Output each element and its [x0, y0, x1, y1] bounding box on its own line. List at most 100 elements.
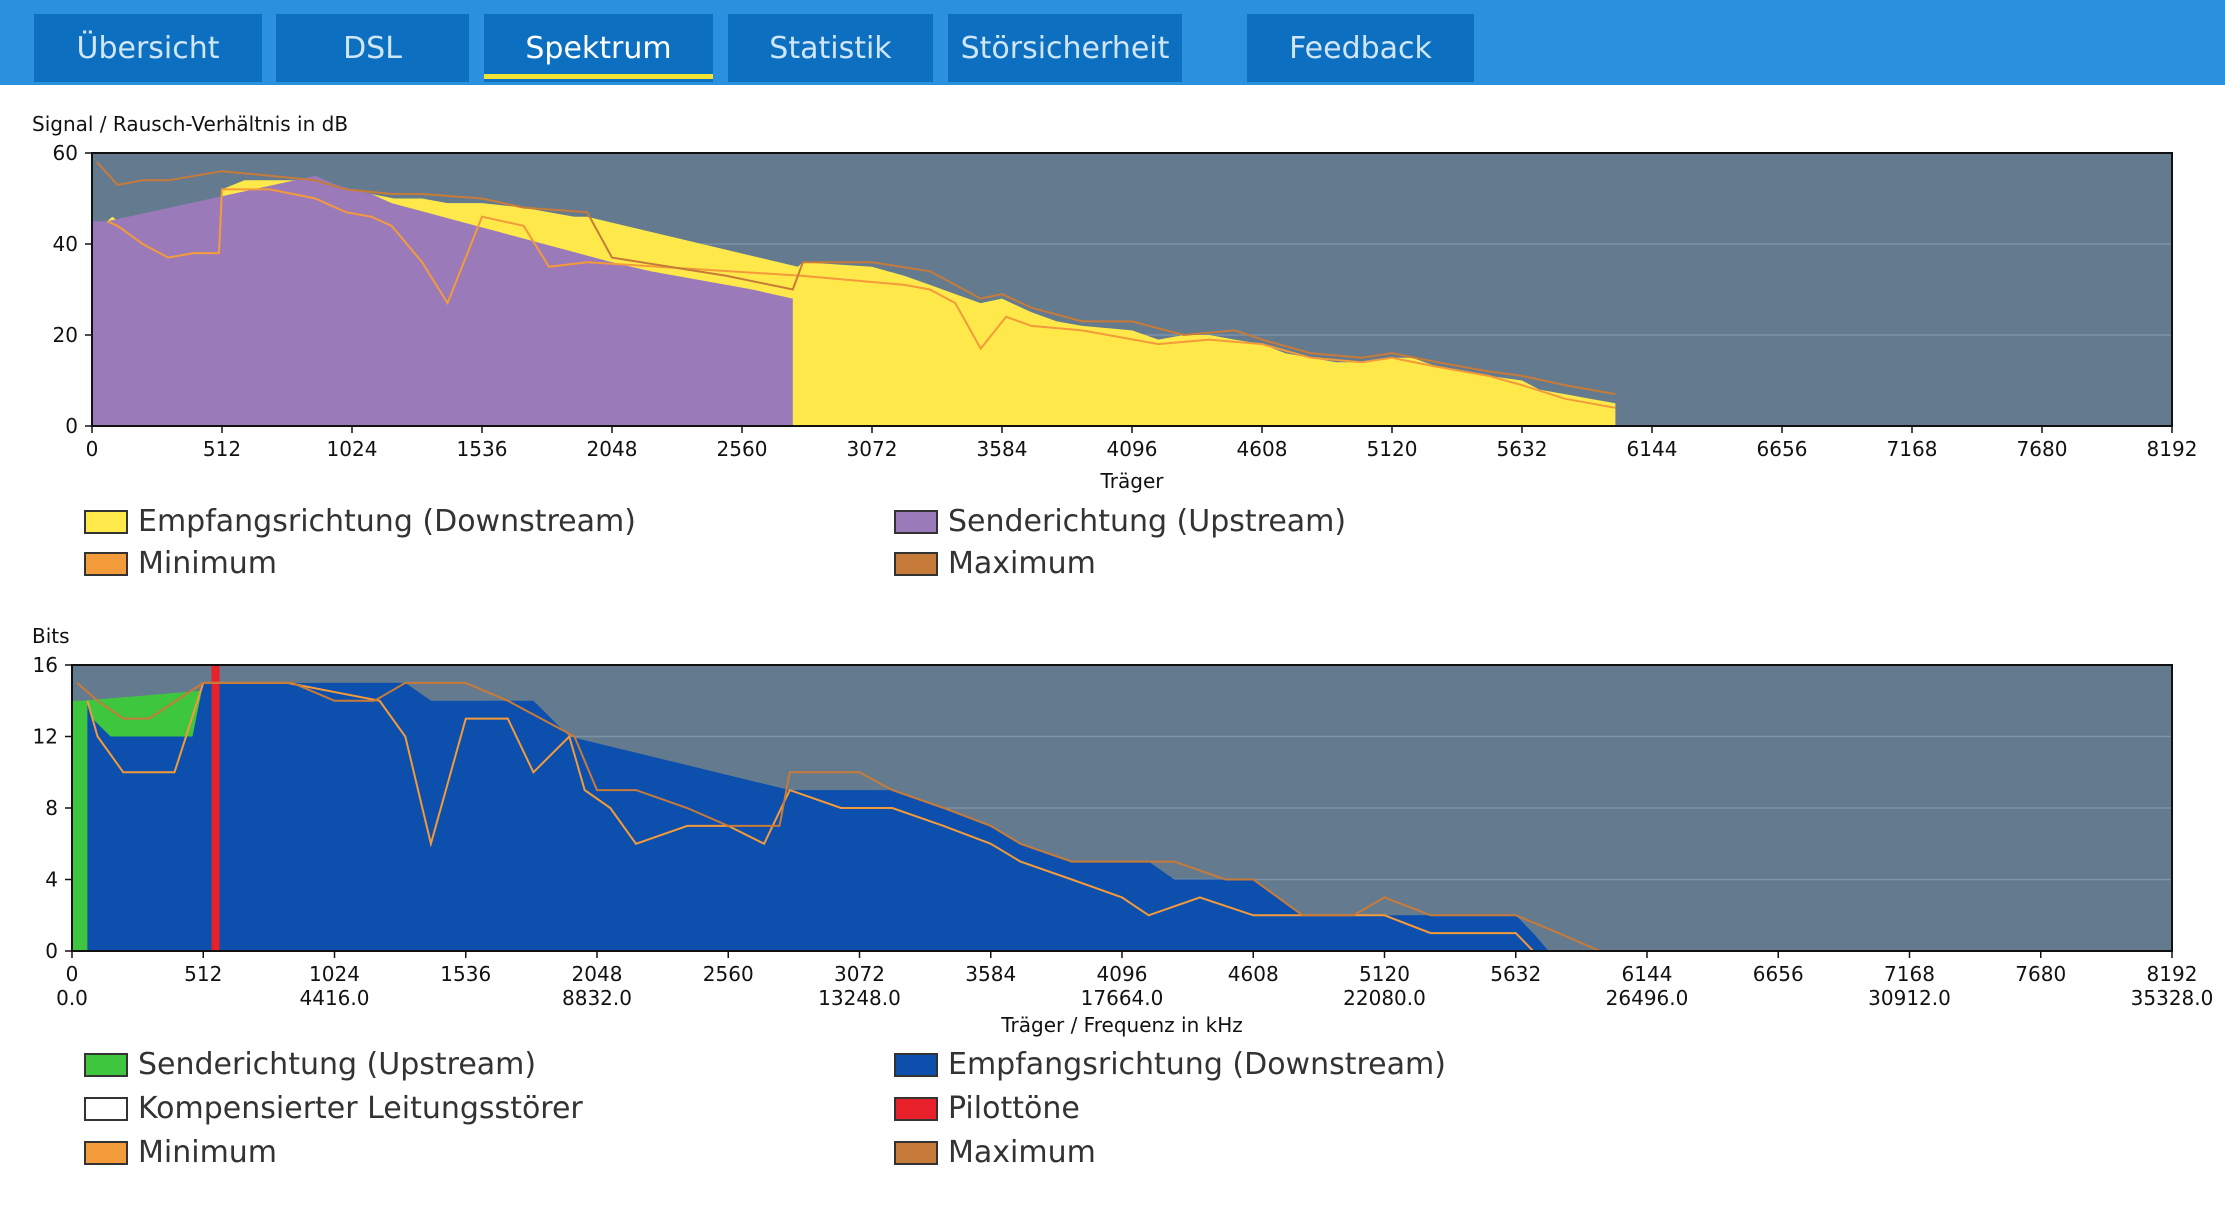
- x-tick-label: 4096: [1097, 962, 1148, 986]
- legend-label: Senderichtung (Upstream): [138, 1047, 537, 1082]
- tab-stoersicherheit[interactable]: Störsicherheit: [948, 14, 1182, 82]
- x-tick-label: 3584: [977, 437, 1028, 461]
- freq-tick-label: 30912.0: [1868, 986, 1951, 1010]
- freq-tick-label: 8832.0: [562, 986, 632, 1010]
- tab-statistik[interactable]: Statistik: [728, 14, 933, 82]
- y-tick-label: 8: [45, 796, 58, 820]
- freq-tick-label: 13248.0: [818, 986, 901, 1010]
- x-tick-label: 4608: [1237, 437, 1288, 461]
- legend-swatch: [894, 1052, 938, 1077]
- legend-label: Minimum: [138, 546, 278, 581]
- legend-swatch: [84, 509, 128, 534]
- freq-tick-label: 4416.0: [300, 986, 370, 1010]
- legend-label: Maximum: [948, 546, 1096, 581]
- x-tick-label: 5632: [1497, 437, 1548, 461]
- tab-feedback[interactable]: Feedback: [1247, 14, 1474, 82]
- x-tick-label: 7680: [2017, 437, 2068, 461]
- x-tick-label: 2048: [572, 962, 623, 986]
- legend-swatch: [84, 1140, 128, 1165]
- legend-swatch: [84, 1052, 128, 1077]
- legend-label: Minimum: [138, 1135, 278, 1170]
- x-tick-label: 2560: [717, 437, 768, 461]
- x-tick-label: 6144: [1627, 437, 1678, 461]
- y-tick-label: 16: [33, 653, 58, 677]
- freq-tick-label: 0.0: [56, 986, 88, 1010]
- x-tick-label: 7680: [2015, 962, 2066, 986]
- x-tick-label: 2560: [703, 962, 754, 986]
- x-tick-label: 6144: [1622, 962, 1673, 986]
- x-tick-label: 5120: [1359, 962, 1410, 986]
- pilot-tone-bar: [211, 665, 220, 951]
- legend-bits-pilot: Pilottöne: [894, 1091, 1080, 1126]
- y-tick-label: 0: [45, 939, 58, 963]
- x-tick-label: 7168: [1887, 437, 1938, 461]
- x-tick-label: 5632: [1490, 962, 1541, 986]
- legend-label: Senderichtung (Upstream): [948, 504, 1347, 539]
- legend-snr-downstream: Empfangsrichtung (Downstream): [84, 504, 636, 539]
- x-tick-label: 1024: [327, 437, 378, 461]
- plot-border: [91, 152, 2173, 427]
- legend-label: Pilottöne: [948, 1091, 1080, 1126]
- x-tick-label: 1536: [440, 962, 491, 986]
- freq-tick-label: 17664.0: [1081, 986, 1164, 1010]
- legend-swatch: [84, 1096, 128, 1121]
- x-axis-label: Träger: [1100, 469, 1165, 493]
- legend-label: Kompensierter Leitungsstörer: [138, 1091, 583, 1126]
- freq-tick-label: 22080.0: [1343, 986, 1426, 1010]
- snr-chart-title: Signal / Rausch-Verhältnis in dB: [32, 112, 349, 136]
- y-tick-label: 12: [33, 725, 58, 749]
- legend-bits-downstream: Empfangsrichtung (Downstream): [894, 1047, 1446, 1082]
- y-tick-label: 40: [53, 232, 78, 256]
- series-maximum-line: [76, 681, 1601, 952]
- legend-swatch: [894, 1096, 938, 1121]
- series-minimum-line: [106, 188, 1616, 409]
- x-tick-label: 5120: [1367, 437, 1418, 461]
- y-tick-label: 0: [65, 414, 78, 438]
- x-tick-label: 3072: [847, 437, 898, 461]
- legend-swatch: [84, 551, 128, 576]
- y-tick-label: 60: [53, 141, 78, 165]
- x-tick-label: 0: [86, 437, 99, 461]
- freq-tick-label: 26496.0: [1606, 986, 1689, 1010]
- legend-bits-minimum: Minimum: [84, 1135, 277, 1170]
- tab-uebersicht[interactable]: Übersicht: [34, 14, 262, 82]
- x-tick-label: 6656: [1757, 437, 1808, 461]
- series-maximum-line: [96, 161, 1616, 396]
- x-tick-label: 7168: [1884, 962, 1935, 986]
- x-tick-label: 4096: [1107, 437, 1158, 461]
- x-tick-label: 0: [66, 962, 79, 986]
- x-tick-label: 3072: [834, 962, 885, 986]
- bits-chart-title: Bits: [32, 624, 70, 648]
- tab-spektrum[interactable]: Spektrum: [484, 14, 713, 82]
- legend-bits-upstream: Senderichtung (Upstream): [84, 1047, 536, 1082]
- tab-dsl[interactable]: DSL: [276, 14, 469, 82]
- freq-tick-label: 35328.0: [2131, 986, 2214, 1010]
- x-tick-label: 512: [184, 962, 222, 986]
- legend-swatch: [894, 551, 938, 576]
- x-tick-label: 8192: [2147, 437, 2198, 461]
- x-tick-label: 1536: [457, 437, 508, 461]
- legend-label: Empfangsrichtung (Downstream): [138, 504, 636, 539]
- x-tick-label: 512: [203, 437, 241, 461]
- x-tick-label: 3584: [965, 962, 1016, 986]
- x-tick-label: 8192: [2147, 962, 2198, 986]
- plot-border: [71, 664, 2173, 952]
- x-tick-label: 1024: [309, 962, 360, 986]
- legend-swatch: [894, 1140, 938, 1165]
- top-navigation: Übersicht DSL Spektrum Statistik Störsic…: [0, 0, 2225, 85]
- legend-snr-upstream: Senderichtung (Upstream): [894, 504, 1346, 539]
- x-tick-label: 4608: [1228, 962, 1279, 986]
- legend-snr-maximum: Maximum: [894, 546, 1096, 581]
- series-senderichtung-upstream-area: [92, 175, 793, 426]
- y-tick-label: 4: [45, 868, 58, 892]
- series-empfangsrichtung-downstream-area: [87, 682, 1549, 951]
- legend-swatch: [894, 509, 938, 534]
- legend-label: Maximum: [948, 1135, 1096, 1170]
- x-tick-label: 6656: [1753, 962, 1804, 986]
- x-axis-label: Träger / Frequenz in kHz: [1000, 1013, 1242, 1037]
- legend-snr-minimum: Minimum: [84, 546, 277, 581]
- legend-label: Empfangsrichtung (Downstream): [948, 1047, 1446, 1082]
- y-tick-label: 20: [53, 323, 78, 347]
- x-tick-label: 2048: [587, 437, 638, 461]
